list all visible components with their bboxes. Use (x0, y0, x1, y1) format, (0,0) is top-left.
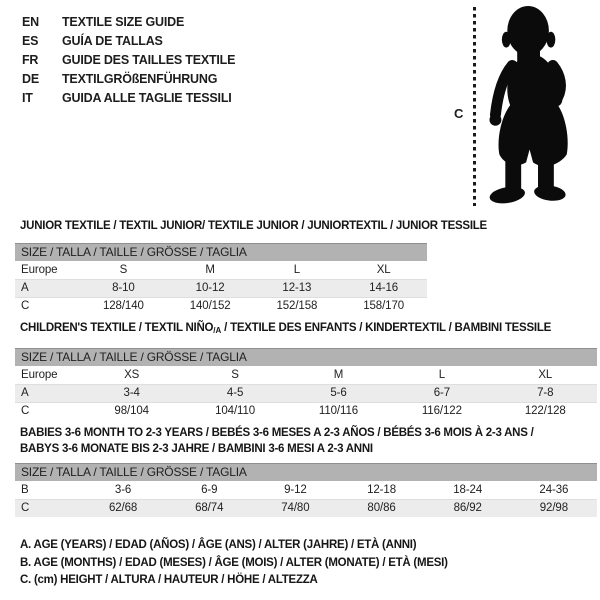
age-cell: 18-24 (453, 483, 483, 496)
age-cell: 3-6 (114, 483, 132, 496)
measure-legend: A. AGE (YEARS) / EDAD (AÑOS) / ÂGE (ANS)… (20, 537, 448, 590)
table-row: C 62/68 68/74 74/80 80/86 86/92 92/98 (15, 498, 597, 517)
table-row: Europe XS S M L XL (15, 366, 597, 384)
lang-code-it: IT (22, 91, 33, 105)
lang-title-es: GUÍA DE TALLAS (62, 34, 163, 48)
lang-code-fr: FR (22, 53, 39, 67)
lang-title-fr: GUIDE DES TAILLES TEXTILE (62, 53, 236, 67)
height-cell: 74/80 (252, 498, 339, 517)
children-size-header-bar: SIZE / TALLA / TAILLE / GRÖSSE / TAGLIA (15, 348, 597, 366)
height-cell: 116/122 (390, 401, 494, 420)
age-cell: 9-12 (284, 483, 307, 496)
size-cell: S (231, 368, 239, 381)
lang-code-de: DE (22, 72, 39, 86)
size-cell: L (438, 368, 446, 381)
table-row: Europe S M L XL (15, 261, 427, 279)
height-cell: 80/86 (338, 498, 425, 517)
table-row: A 3-4 4-5 5-6 6-7 7-8 (15, 383, 597, 402)
height-measure-dashed-line (473, 7, 476, 206)
height-cell: 104/110 (183, 401, 287, 420)
lang-code-es: ES (22, 34, 39, 48)
babies-table-title: BABIES 3-6 MONTH TO 2-3 YEARS / BEBÉS 3-… (20, 427, 534, 455)
height-cell: 140/152 (166, 296, 254, 315)
age-cell: 6-9 (201, 483, 218, 496)
children-title-post: / TEXTILE DES ENFANTS / KINDERTEXTIL / B… (221, 322, 552, 334)
row-label: A (15, 383, 80, 402)
age-cell: 12-18 (367, 483, 396, 496)
size-cell: XS (124, 368, 140, 381)
row-label: C (15, 498, 80, 517)
age-cell: 5-6 (286, 383, 391, 402)
children-title-sub: /A (213, 326, 222, 335)
age-cell: 8-10 (80, 278, 167, 297)
babies-title-line1: BABIES 3-6 MONTH TO 2-3 YEARS / BEBÉS 3-… (20, 427, 534, 439)
table-row: A 8-10 10-12 12-13 14-16 (15, 278, 427, 297)
age-cell: 4-5 (183, 383, 287, 402)
height-cell: 62/68 (80, 498, 167, 517)
height-cell: 128/140 (80, 296, 167, 315)
lang-code-en: EN (22, 15, 39, 29)
legend-line-b: B. AGE (MONTHS) / EDAD (MESES) / ÂGE (MO… (20, 556, 448, 569)
lang-title-de: TEXTILGRÖßENFÜHRUNG (62, 72, 218, 86)
row-label: Europe (21, 263, 58, 276)
size-cell: XL (538, 368, 553, 381)
size-cell: L (293, 263, 301, 276)
height-cell: 110/116 (286, 401, 391, 420)
lang-title-en: TEXTILE SIZE GUIDE (62, 15, 185, 29)
babies-size-table: SIZE / TALLA / TAILLE / GRÖSSE / TAGLIA … (15, 463, 597, 517)
row-label: B (21, 483, 29, 496)
babies-table-grid: B 3-6 6-9 9-12 12-18 18-24 24-36 C 62/68… (15, 481, 597, 517)
age-cell: 14-16 (340, 278, 427, 297)
children-size-table: SIZE / TALLA / TAILLE / GRÖSSE / TAGLIA … (15, 348, 597, 420)
size-cell: M (333, 368, 344, 381)
height-cell: 98/104 (80, 401, 184, 420)
age-cell: 12-13 (253, 278, 341, 297)
height-cell: 158/170 (340, 296, 427, 315)
height-cell: 86/92 (424, 498, 511, 517)
age-cell: 7-8 (493, 383, 597, 402)
age-cell: 10-12 (166, 278, 254, 297)
row-label: Europe (21, 368, 58, 381)
legend-line-c: C. (cm) HEIGHT / ALTURA / HAUTEUR / HÖHE… (20, 574, 318, 586)
children-title-pre: CHILDREN'S TEXTILE / TEXTIL NIÑO (20, 322, 214, 334)
height-cell: 152/158 (253, 296, 341, 315)
row-label: A (15, 278, 80, 297)
junior-table-title: JUNIOR TEXTILE / TEXTIL JUNIOR/ TEXTILE … (20, 220, 487, 232)
junior-size-table: SIZE / TALLA / TAILLE / GRÖSSE / TAGLIA … (15, 243, 427, 315)
age-cell: 6-7 (390, 383, 494, 402)
toddler-silhouette-icon (489, 5, 568, 204)
junior-size-header-bar: SIZE / TALLA / TAILLE / GRÖSSE / TAGLIA (15, 243, 427, 261)
age-cell: 3-4 (80, 383, 184, 402)
babies-title-line2: BABYS 3-6 MONATE BIS 2-3 JAHRE / BAMBINI… (20, 442, 373, 455)
size-cell: XL (376, 263, 391, 276)
row-label: C (15, 296, 80, 315)
height-cell: 68/74 (166, 498, 253, 517)
legend-line-a: A. AGE (YEARS) / EDAD (AÑOS) / ÂGE (ANS)… (20, 539, 417, 551)
table-row: B 3-6 6-9 9-12 12-18 18-24 24-36 (15, 481, 597, 499)
language-title-list: EN TEXTILE SIZE GUIDE ES GUÍA DE TALLAS … (22, 13, 235, 108)
lang-title-it: GUIDA ALLE TAGLIE TESSILI (62, 91, 232, 105)
age-cell: 24-36 (539, 483, 569, 496)
babies-size-header-bar: SIZE / TALLA / TAILLE / GRÖSSE / TAGLIA (15, 463, 597, 481)
size-cell: S (119, 263, 128, 276)
children-table-grid: Europe XS S M L XL A 3-4 4-5 5-6 6-7 7-8… (15, 366, 597, 420)
height-cell: 92/98 (510, 498, 597, 517)
row-label: C (15, 401, 80, 420)
height-measure-label: C (454, 106, 464, 121)
size-cell: M (205, 263, 215, 276)
table-row: C 98/104 104/110 110/116 116/122 122/128 (15, 401, 597, 420)
junior-table-grid: Europe S M L XL A 8-10 10-12 12-13 14-16… (15, 261, 427, 315)
height-cell: 122/128 (493, 401, 597, 420)
table-row: C 128/140 140/152 152/158 158/170 (15, 296, 427, 315)
children-table-title: CHILDREN'S TEXTILE / TEXTIL NIÑO/A / TEX… (20, 322, 551, 335)
